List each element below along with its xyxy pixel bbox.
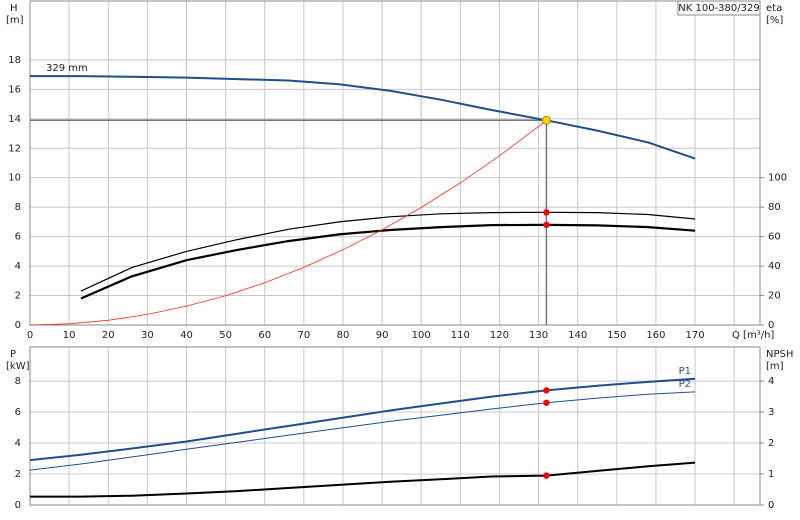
operating-point	[543, 209, 550, 216]
y-tick-label: 2	[15, 469, 21, 480]
x-tick-label: 0	[27, 330, 33, 341]
y-axis-unit: [m]	[6, 15, 24, 26]
x-tick-label: 80	[337, 330, 350, 341]
x-tick-label: 110	[451, 330, 470, 341]
x-tick-label: 90	[376, 330, 389, 341]
x-tick-label: 140	[568, 330, 587, 341]
x-tick-label: 50	[219, 330, 232, 341]
plot-frame	[29, 346, 761, 506]
y-axis-unit: [kW]	[6, 361, 30, 372]
series-line	[29, 119, 547, 326]
y2-tick-label: 100	[768, 173, 787, 184]
x-tick-label: 170	[686, 330, 705, 341]
y2-axis-label: NPSH	[766, 349, 793, 360]
x-tick-label: 30	[141, 330, 154, 341]
x-tick-label: 10	[63, 330, 76, 341]
x-tick-label: 60	[258, 330, 271, 341]
x-tick-label: 130	[529, 330, 548, 341]
y2-tick-label: 2	[768, 438, 774, 449]
x-tick-label: 40	[180, 330, 193, 341]
y2-tick-label: 20	[768, 291, 781, 302]
operating-point	[543, 221, 550, 229]
y-tick-label: 0	[15, 500, 21, 511]
x-tick-label: 160	[646, 330, 665, 341]
series-line	[80, 223, 696, 300]
y-tick-label: 6	[15, 232, 21, 243]
y2-tick-label: 3	[768, 407, 774, 418]
x-tick-label: 100	[412, 330, 431, 341]
y-tick-label: 4	[15, 261, 21, 272]
y-tick-label: 8	[15, 376, 21, 387]
y2-axis-unit: [%]	[766, 15, 783, 26]
series-line	[80, 211, 696, 292]
x-tick-label: 150	[607, 330, 626, 341]
x-tick-label: 70	[297, 330, 310, 341]
series-line	[29, 377, 696, 462]
y-tick-label: 0	[15, 320, 21, 331]
y-tick-label: 8	[15, 202, 21, 213]
operating-point	[543, 387, 550, 394]
y-tick-label: 10	[8, 173, 21, 184]
x-tick-label: 20	[102, 330, 115, 341]
y2-tick-label: 0	[768, 500, 774, 511]
y-tick-label: 2	[15, 291, 21, 302]
y2-tick-label: 60	[768, 232, 781, 243]
y2-tick-label: 0	[768, 320, 774, 331]
series-label: P2	[679, 379, 691, 390]
plot-frame	[29, 0, 761, 326]
x-axis-label: Q [m³/h]	[732, 330, 774, 341]
y-axis-label: H	[10, 3, 18, 14]
y-tick-label: 18	[8, 55, 21, 66]
y2-tick-label: 1	[768, 469, 774, 480]
series-line	[29, 391, 696, 471]
y-tick-label: 4	[15, 438, 21, 449]
y-axis-label: P	[10, 349, 16, 360]
series-label: 329 mm	[46, 63, 88, 74]
y2-tick-label: 4	[768, 376, 774, 387]
y-tick-label: 14	[8, 114, 21, 125]
operating-point	[543, 399, 550, 406]
y-tick-label: 12	[8, 143, 21, 154]
y-tick-label: 6	[15, 407, 21, 418]
series-line	[30, 75, 696, 160]
operating-point	[543, 472, 550, 479]
y2-axis-unit: [m]	[766, 361, 784, 372]
x-tick-label: 120	[490, 330, 509, 341]
series-label: P1	[679, 366, 691, 377]
series-line	[30, 461, 696, 498]
y2-tick-label: 80	[768, 202, 781, 213]
chart-title: NK 100-380/329	[678, 3, 759, 14]
y2-axis-label: eta	[766, 3, 782, 14]
title-box	[677, 0, 761, 16]
y2-tick-label: 40	[768, 261, 781, 272]
operating-point	[541, 115, 551, 125]
y-tick-label: 16	[8, 84, 21, 95]
